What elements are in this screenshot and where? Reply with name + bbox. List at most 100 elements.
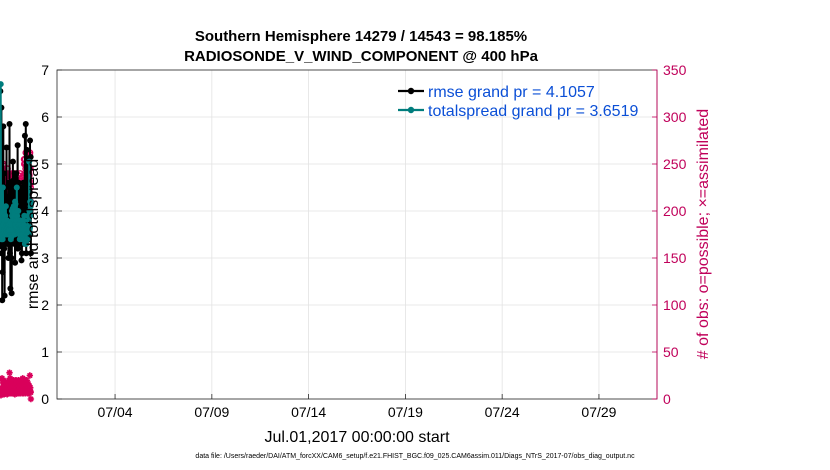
y-axis-left-label: rmse and totalspread: [25, 159, 42, 309]
y-left-tick-label: 2: [41, 297, 49, 313]
rmse-series-point: [1, 245, 8, 252]
rmse-series-point: [21, 132, 28, 139]
obs-assimilated-point: [24, 378, 31, 386]
obs-assimilated-point: [26, 372, 34, 379]
y-right-tick-label: 350: [663, 62, 687, 78]
rmse-series-point: [27, 250, 34, 257]
x-tick-label: 07/24: [485, 404, 520, 420]
rmse-series-point: [12, 259, 19, 266]
series-layer: [0, 81, 35, 403]
legend-rmse-marker: [407, 87, 415, 95]
y-right-tick-label: 250: [663, 156, 687, 172]
rmse-series-point: [21, 179, 28, 186]
totalspread-series-point: [26, 208, 33, 214]
rmse-series-point: [6, 193, 13, 200]
x-tick-label: 07/04: [98, 404, 133, 420]
totalspread-series-point: [27, 198, 34, 205]
totalspread-series-point: [2, 212, 9, 219]
x-tick-label: 07/19: [388, 404, 423, 420]
rmse-series-point: [20, 203, 27, 210]
rmse-series-point: [8, 290, 15, 297]
rmse-series-point: [13, 170, 20, 177]
y-right-tick-label: 50: [663, 344, 679, 360]
totalspread-series-point: [27, 224, 34, 231]
x-tick-label: 07/29: [581, 404, 616, 420]
x-axis-ticks: 07/04 07/09 07/14 07/19 07/24 07/29: [98, 394, 617, 420]
legend-rmse-label: rmse grand pr = 4.1057: [428, 84, 595, 101]
rmse-series-point: [23, 184, 30, 191]
totalspread-series-point: [24, 236, 31, 243]
data-file-footer: data file: /Users/raeder/DAI/ATM_forcXX/…: [195, 453, 635, 460]
rmse-series-point: [6, 121, 13, 128]
legend-totalspread-marker: [407, 106, 415, 114]
y-axis-right-ticks: 0 50 100 150 200 250 300 350: [652, 62, 687, 407]
y-axis-left-ticks: 0 1 2 3 4 5 6 7: [41, 62, 62, 407]
rmse-series-point: [1, 292, 8, 299]
obs-assimilated-point: [6, 369, 13, 376]
totalspread-series-point: [2, 203, 9, 210]
rmse-series-point: [23, 146, 30, 153]
rmse-series-point: [0, 170, 7, 177]
totalspread-series-point: [0, 236, 6, 243]
totalspread-series-point: [26, 158, 33, 165]
rmse-series-point: [5, 198, 12, 205]
totalspread-series-point: [23, 240, 30, 247]
rmse-series-point: [19, 198, 26, 205]
totalspread-series-point: [25, 231, 32, 238]
chart-title-line1: Southern Hemisphere 14279 / 14543 = 98.1…: [195, 28, 527, 45]
x-tick-label: 07/09: [194, 404, 229, 420]
x-tick-label: 07/14: [291, 404, 326, 420]
y-left-tick-label: 5: [41, 156, 49, 172]
rmse-series-point: [27, 153, 34, 160]
obs-assimilated-point: [27, 389, 34, 396]
obs-assimilated-point: [27, 384, 34, 391]
y-right-tick-label: 150: [663, 250, 687, 266]
totalspread-series-point: [25, 217, 32, 224]
y-left-tick-label: 1: [41, 344, 49, 360]
legend-totalspread-label: totalspread grand pr = 3.6519: [428, 103, 638, 120]
totalspread-series-point: [0, 81, 4, 88]
rmse-series-point: [18, 250, 25, 257]
rmse-series-point: [0, 297, 6, 304]
rmse-series-point: [14, 245, 21, 252]
y-left-tick-label: 6: [41, 109, 49, 125]
totalspread-series-point: [15, 208, 22, 214]
rmse-series-point: [27, 137, 34, 144]
y-left-tick-label: 7: [41, 62, 49, 78]
rmse-series-point: [0, 123, 7, 130]
legend: rmse grand pr = 4.1057 totalspread grand…: [398, 84, 638, 120]
y-left-tick-label: 4: [41, 203, 49, 219]
rmse-series-point: [21, 189, 28, 196]
rmse-series-point: [9, 158, 16, 165]
y-right-tick-label: 100: [663, 297, 687, 313]
totalspread-series-point: [13, 184, 20, 191]
y-right-tick-label: 0: [663, 391, 671, 407]
rmse-series-point: [0, 250, 5, 257]
rmse-series-point: [15, 179, 22, 186]
totalspread-series-point: [0, 184, 6, 191]
y-left-tick-label: 0: [41, 391, 49, 407]
rmse-series-point: [8, 255, 15, 261]
y-left-tick-label: 3: [41, 250, 49, 266]
rmse-series-point: [14, 142, 21, 149]
chart-title-line2: RADIOSONDE_V_WIND_COMPONENT @ 400 hPa: [184, 48, 539, 65]
totalspread-series-point: [20, 217, 27, 224]
totalspread-series-point: [0, 208, 7, 214]
rmse-series-point: [18, 257, 25, 264]
rmse-series-point: [7, 285, 14, 292]
rmse-series-point: [0, 240, 5, 247]
rmse-series-point: [3, 144, 10, 151]
rmse-series-point: [11, 179, 18, 186]
obs-assimilated-point: [27, 395, 35, 403]
rmse-series-point: [23, 250, 30, 257]
x-axis-label: Jul.01,2017 00:00:00 start: [264, 429, 450, 446]
rmse-series-point: [0, 269, 6, 276]
totalspread-series-point: [12, 200, 19, 207]
totalspread-series-point: [21, 222, 28, 229]
totalspread-series-point: [27, 212, 34, 219]
y-right-tick-label: 300: [663, 109, 687, 125]
totalspread-series-point: [27, 203, 34, 210]
rmse-series-point: [6, 250, 13, 257]
